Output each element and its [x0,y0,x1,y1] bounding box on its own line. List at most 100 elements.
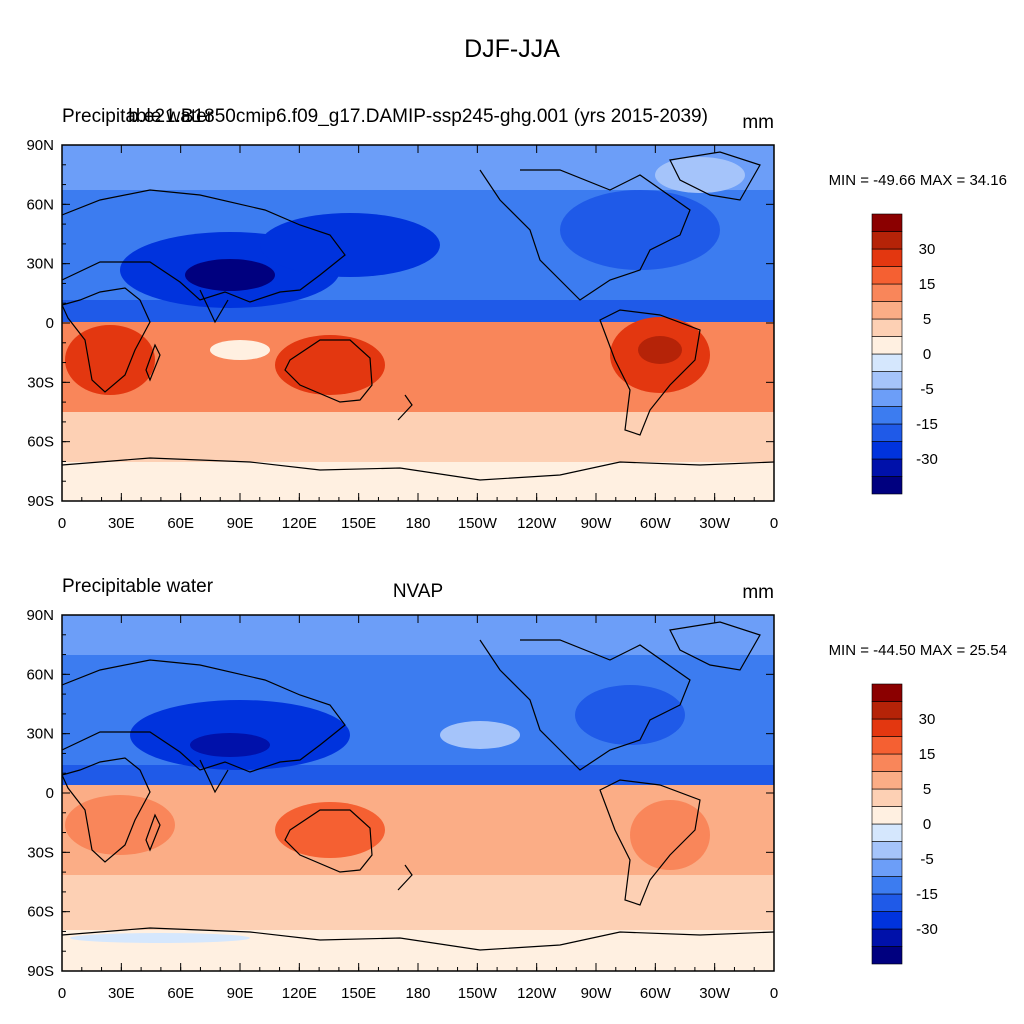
colorbar-swatch [871,231,903,250]
x-tick-label: 30E [108,515,135,532]
colorbar-swatch [871,753,903,772]
colorbar-swatch [871,213,903,232]
field-anomaly-pacific [440,721,520,749]
coast-s-america [599,779,701,906]
colorbar-label: 30 [919,711,936,728]
x-tick-label: 150E [341,515,376,532]
colorbar-label: 5 [923,311,931,328]
x-tick-label: 0 [770,515,778,532]
field-anomaly-africa [65,795,175,855]
x-tick-label: 90W [581,515,613,532]
coast-n-america [479,169,691,301]
y-tick-label: 90N [26,607,54,624]
coastlines [62,621,774,951]
field-layer [62,145,774,501]
colorbar-swatch [871,283,903,302]
center-title: b.e21.B1850cmip6.f09_g17.DAMIP-ssp245-gh… [128,106,708,127]
colorbar-swatch [871,771,903,790]
x-tick-label: 90E [227,985,254,1002]
y-tick-label: 0 [46,315,54,332]
colorbar-swatch [871,946,903,965]
colorbar-swatch [871,301,903,320]
x-tick-label: 120E [282,515,317,532]
x-tick-label: 60E [167,985,194,1002]
colorbar-swatch [871,736,903,755]
x-tick-label: 180 [405,985,430,1002]
coast-eurasia [62,659,346,773]
colorbar-label: 0 [923,816,931,833]
field-anomaly-nw-pacific [260,213,440,277]
coast-antarctica [62,457,774,481]
colorbar: 30 15 5 0 -5 -15 -30 [871,683,938,965]
figure-title: DJF-JJA [464,35,560,63]
colorbar-swatch [871,248,903,267]
units-label: mm [742,582,774,603]
x-tick-label: 30W [699,515,731,532]
field-anomaly-antarctic-coast [70,933,250,943]
colorbar-label: 0 [923,346,931,363]
colorbar-swatch [871,336,903,355]
x-tick-label: 30W [699,985,731,1002]
y-tick-label: 60S [27,434,54,451]
map-panel-top: Precipitable water b.e21.B1850cmip6.f09_… [26,106,1007,532]
coast-africa [62,287,151,393]
colorbar-swatch [871,353,903,372]
colorbar-swatch [871,806,903,825]
coast-antarctica [62,927,774,951]
x-axis: 0 30E 60E 90E 120E 150E 180 150W 120W 90W 60W 30W 0 [58,615,778,1002]
coast-new-zealand [397,394,413,421]
field-band-equator [62,765,774,785]
field-band-sh-mid [62,875,774,930]
y-tick-label: 30S [27,844,54,861]
y-tick-label: 90S [27,493,54,510]
colorbar-swatch [871,423,903,442]
y-tick-label: 60S [27,904,54,921]
colorbar-label: -15 [916,416,938,433]
y-tick-label: 0 [46,785,54,802]
coast-australia [284,339,373,403]
x-tick-label: 90E [227,515,254,532]
y-axis: 90N 60N 30N 0 30S 60S 90S [26,137,774,510]
coast-s-america [599,309,701,436]
field-anomaly-australia [275,335,385,395]
x-tick-label: 120E [282,985,317,1002]
colorbar-swatch [871,876,903,895]
y-tick-label: 60N [26,196,54,213]
colorbar: 30 15 5 0 -5 -15 -30 [871,213,938,495]
colorbar-swatch [871,266,903,285]
coast-eurasia [62,189,346,303]
coast-india [199,289,229,324]
y-tick-label: 30N [26,256,54,273]
coast-india [199,759,229,794]
x-tick-label: 90W [581,985,613,1002]
left-title: Precipitable water [62,106,214,127]
colorbar-swatch [871,318,903,337]
colorbar-swatch [871,441,903,460]
coast-africa [62,757,151,863]
map-panel-bottom: Precipitable water NVAP mm MIN = -44.50 … [26,576,1007,1002]
y-tick-label: 90S [27,963,54,980]
field-anomaly-n-america [575,685,685,745]
colorbar-swatch [871,841,903,860]
colorbar-swatch [871,371,903,390]
coast-greenland [669,151,761,201]
y-tick-label: 30N [26,726,54,743]
field-band-sh-mid [62,412,774,462]
min-max-stats: MIN = -49.66 MAX = 34.16 [829,172,1007,189]
x-tick-label: 60W [640,515,672,532]
colorbar-swatch [871,718,903,737]
y-tick-label: 60N [26,666,54,683]
x-tick-label: 60E [167,515,194,532]
y-axis: 90N 60N 30N 0 30S 60S 90S [26,607,774,980]
coast-n-america [479,639,691,771]
field-anomaly-greenland [655,157,745,193]
x-tick-label: 150E [341,985,376,1002]
x-tick-label: 120W [517,985,557,1002]
field-anomaly-indian-ocean [210,340,270,360]
field-anomaly-tibet [190,733,270,757]
colorbar-swatch [871,788,903,807]
colorbar-label: -30 [916,451,938,468]
x-axis: 0 30E 60E 90E 120E 150E 180 150W 120W 90W 60W 30W 0 [58,145,778,532]
colorbar-label: 15 [919,276,936,293]
